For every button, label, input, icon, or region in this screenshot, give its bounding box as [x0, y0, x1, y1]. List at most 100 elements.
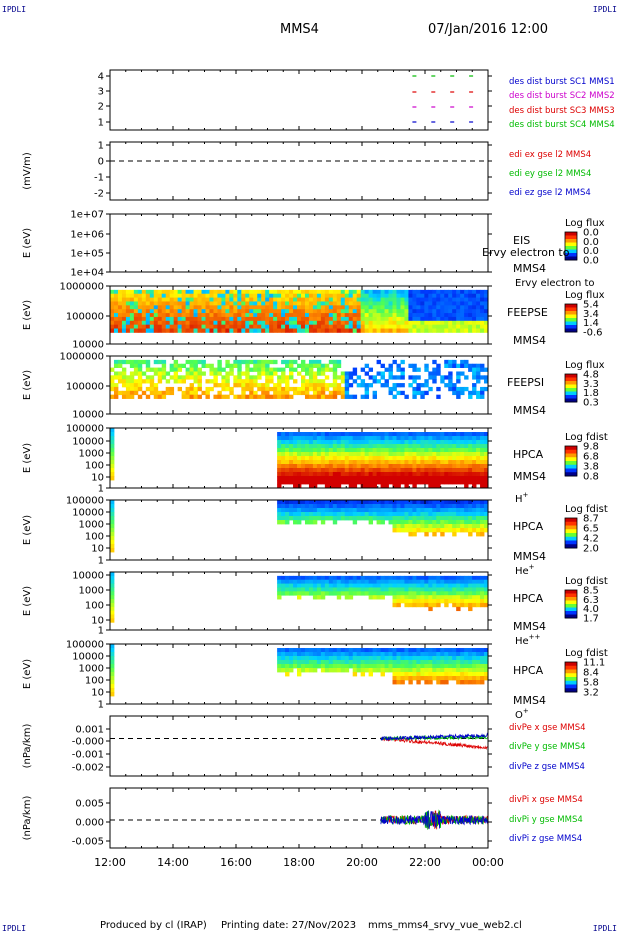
spectrogram-cell [336, 316, 342, 322]
spectrogram-cell [416, 575, 421, 581]
spectrogram-cell [312, 363, 318, 368]
spectrogram-cell [205, 309, 210, 314]
spectrogram-cell [277, 297, 282, 302]
spectrogram-cell [332, 480, 338, 485]
spectrogram-cell [484, 293, 489, 298]
spectrogram-cell [452, 464, 457, 469]
spectrogram-cell [308, 289, 314, 295]
spectrogram-cell [344, 652, 350, 657]
spectrogram-cell [380, 500, 385, 505]
spectrogram-cell [285, 579, 290, 584]
spectrogram-cell [436, 524, 441, 529]
spectrogram-cell [145, 301, 151, 306]
spectrogram-cell [420, 293, 425, 298]
spectrogram-cell [241, 301, 246, 306]
spectrogram-cell [229, 305, 234, 310]
spectrogram-cell [261, 309, 266, 314]
spectrogram-cell [468, 440, 473, 445]
spectrogram-cell [145, 309, 151, 314]
spectrogram-cell [368, 324, 374, 329]
spectrogram-cell [456, 316, 461, 322]
spectrogram-cell [480, 504, 485, 509]
spectrogram-cell [177, 363, 183, 368]
spectrogram-cell [484, 456, 489, 461]
spectrogram-cell [344, 328, 350, 333]
species-label: He+ [515, 563, 535, 577]
spectrogram-cell [308, 324, 314, 329]
spectrogram-cell [368, 648, 374, 653]
spectrogram-cell [121, 328, 127, 333]
spectrogram-cell [332, 668, 338, 673]
spectrogram-cell [328, 432, 334, 437]
spectrogram-cell [281, 587, 286, 592]
spectrogram-cell [408, 289, 413, 295]
spectrogram-cell [348, 484, 354, 489]
spectrogram-cell [217, 305, 222, 310]
spectrogram-cell [300, 440, 306, 445]
spectrogram-cell [229, 316, 234, 322]
spectrogram-cell [277, 301, 282, 306]
spectrogram-cell [440, 456, 445, 461]
colorbar-band [565, 536, 577, 541]
spectrogram-cell [464, 328, 469, 333]
spectrogram-cell [141, 379, 147, 384]
spectrogram-cell [360, 316, 366, 322]
spectrogram-cell [312, 448, 318, 453]
spectrogram-cell [484, 464, 489, 469]
spectrogram-cell [452, 305, 457, 310]
spectrogram-cell [468, 579, 473, 584]
spectrogram-cell [169, 390, 175, 396]
spectrogram-cell [396, 595, 401, 600]
spectrogram-cell [340, 440, 346, 445]
spectrogram-cell [281, 472, 286, 477]
spectrogram-cell [404, 293, 409, 298]
spectrogram-cell [428, 648, 433, 653]
y-tick-label: 10000 [72, 437, 104, 448]
spectrogram-cell [428, 656, 433, 661]
spectrogram-cell [304, 591, 310, 596]
spectrogram-cell [452, 587, 457, 592]
spectrogram-cell [253, 383, 258, 388]
spectrogram-cell [293, 516, 298, 521]
spectrogram-cell [201, 363, 206, 368]
spectrogram-cell [472, 472, 477, 477]
colorbar-band [565, 665, 577, 670]
spectrogram-cell [261, 324, 266, 329]
spectrogram-cell [344, 472, 350, 477]
spectrogram-cell [368, 595, 374, 600]
colorbar-tick-label: -0.6 [583, 328, 603, 339]
spectrogram-cell [360, 436, 366, 441]
spectrogram-cell [364, 668, 370, 673]
spectrogram-cell [300, 359, 306, 365]
spectrogram-cell [285, 448, 290, 453]
spectrogram-cell [412, 480, 417, 485]
spectrogram-cell [344, 386, 350, 392]
spectrogram-cell [428, 316, 433, 322]
spectrogram-cell [416, 520, 421, 525]
spectrogram-cell [384, 313, 389, 318]
spectrogram-cell [209, 371, 214, 376]
spectrogram-cell [121, 320, 127, 326]
spectrogram-cell [340, 472, 346, 477]
spectrogram-cell [476, 297, 481, 302]
spectrogram-cell [177, 293, 183, 298]
spectrogram-cell [316, 504, 322, 509]
spectrogram-cell [384, 464, 389, 469]
spectrogram-cell [396, 524, 401, 529]
spectrogram-cell [460, 363, 465, 368]
spectrogram-cell [205, 390, 210, 396]
spectrogram-cell [141, 320, 147, 326]
spectrogram-cell [237, 328, 242, 333]
spectrogram-cell [444, 320, 449, 326]
spectrogram-cell [432, 668, 437, 673]
spectrogram-cell [336, 456, 342, 461]
spectrogram-cell [110, 587, 115, 592]
spectrogram-cell [297, 583, 302, 588]
spectrogram-cell [320, 363, 326, 368]
spectrogram-cell [110, 316, 115, 322]
spectrogram-cell [424, 363, 429, 368]
spectrogram-cell [364, 309, 370, 314]
spectrogram-cell [113, 394, 119, 399]
spectrogram-cell [448, 316, 453, 322]
spectrogram-cell [320, 587, 326, 592]
